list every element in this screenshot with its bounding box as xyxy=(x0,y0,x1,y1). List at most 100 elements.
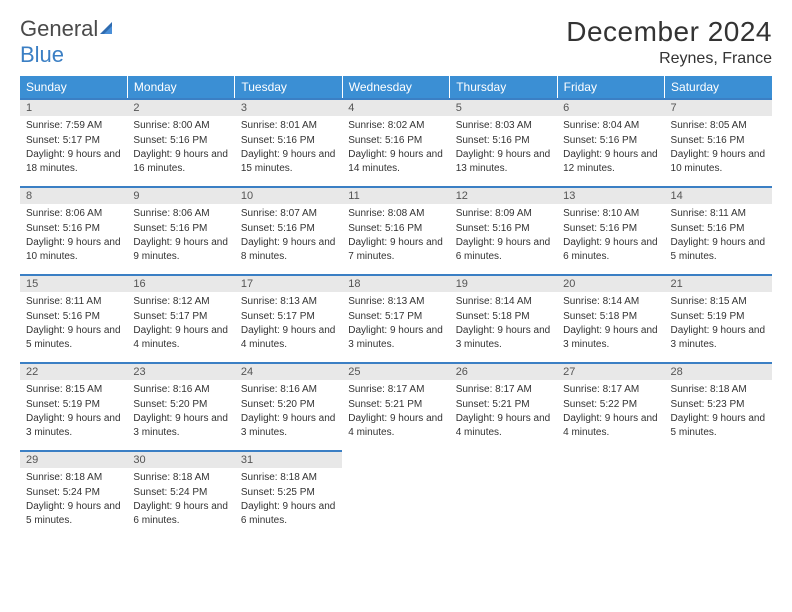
calendar-empty-cell xyxy=(665,451,772,539)
sunrise-line: Sunrise: 8:06 AM xyxy=(133,207,228,221)
calendar-day-cell: 15Sunrise: 8:11 AMSunset: 5:16 PMDayligh… xyxy=(20,275,127,363)
day-number: 9 xyxy=(127,188,234,204)
day-details: Sunrise: 8:11 AMSunset: 5:16 PMDaylight:… xyxy=(20,292,127,355)
day-number: 20 xyxy=(557,276,664,292)
day-number: 10 xyxy=(235,188,342,204)
sunset-line: Sunset: 5:17 PM xyxy=(26,134,121,148)
daylight-line: Daylight: 9 hours and 4 minutes. xyxy=(456,412,551,439)
calendar-empty-cell xyxy=(557,451,664,539)
day-number: 18 xyxy=(342,276,449,292)
day-details: Sunrise: 8:12 AMSunset: 5:17 PMDaylight:… xyxy=(127,292,234,355)
daylight-line: Daylight: 9 hours and 5 minutes. xyxy=(671,236,766,263)
calendar-day-cell: 10Sunrise: 8:07 AMSunset: 5:16 PMDayligh… xyxy=(235,187,342,275)
daylight-line: Daylight: 9 hours and 16 minutes. xyxy=(133,148,228,175)
sunrise-line: Sunrise: 8:10 AM xyxy=(563,207,658,221)
brand-text: GeneralBlue xyxy=(20,16,116,68)
day-details: Sunrise: 8:06 AMSunset: 5:16 PMDaylight:… xyxy=(127,204,234,267)
calendar-week-row: 1Sunrise: 7:59 AMSunset: 5:17 PMDaylight… xyxy=(20,99,772,187)
sunrise-line: Sunrise: 8:17 AM xyxy=(456,383,551,397)
calendar-week-row: 22Sunrise: 8:15 AMSunset: 5:19 PMDayligh… xyxy=(20,363,772,451)
daylight-line: Daylight: 9 hours and 4 minutes. xyxy=(241,324,336,351)
day-details: Sunrise: 8:08 AMSunset: 5:16 PMDaylight:… xyxy=(342,204,449,267)
calendar-day-cell: 7 Sunrise: 8:05 AMSunset: 5:16 PMDaylight… xyxy=(665,99,772,187)
calendar-day-cell: 12Sunrise: 8:09 AMSunset: 5:16 PMDayligh… xyxy=(450,187,557,275)
day-number: 24 xyxy=(235,364,342,380)
sunset-line: Sunset: 5:25 PM xyxy=(241,486,336,500)
daylight-line: Daylight: 9 hours and 4 minutes. xyxy=(133,324,228,351)
daylight-line: Daylight: 9 hours and 18 minutes. xyxy=(26,148,121,175)
day-number: 23 xyxy=(127,364,234,380)
day-details: Sunrise: 8:03 AMSunset: 5:16 PMDaylight:… xyxy=(450,116,557,179)
calendar-day-cell: 17Sunrise: 8:13 AMSunset: 5:17 PMDayligh… xyxy=(235,275,342,363)
day-details: Sunrise: 8:07 AMSunset: 5:16 PMDaylight:… xyxy=(235,204,342,267)
day-number: 14 xyxy=(665,188,772,204)
calendar-empty-cell xyxy=(450,451,557,539)
day-number: 27 xyxy=(557,364,664,380)
day-details: Sunrise: 8:16 AMSunset: 5:20 PMDaylight:… xyxy=(127,380,234,443)
weekday-row: SundayMondayTuesdayWednesdayThursdayFrid… xyxy=(20,76,772,99)
weekday-header: Friday xyxy=(557,76,664,99)
day-number: 8 xyxy=(20,188,127,204)
day-number: 15 xyxy=(20,276,127,292)
day-number: 16 xyxy=(127,276,234,292)
day-number: 28 xyxy=(665,364,772,380)
daylight-line: Daylight: 9 hours and 3 minutes. xyxy=(671,324,766,351)
calendar-empty-cell xyxy=(342,451,449,539)
day-number: 7 xyxy=(665,100,772,116)
calendar-day-cell: 18Sunrise: 8:13 AMSunset: 5:17 PMDayligh… xyxy=(342,275,449,363)
calendar-day-cell: 13Sunrise: 8:10 AMSunset: 5:16 PMDayligh… xyxy=(557,187,664,275)
day-number: 31 xyxy=(235,452,342,468)
sunrise-line: Sunrise: 8:04 AM xyxy=(563,119,658,133)
sunset-line: Sunset: 5:16 PM xyxy=(671,134,766,148)
day-number: 12 xyxy=(450,188,557,204)
sunrise-line: Sunrise: 8:16 AM xyxy=(241,383,336,397)
calendar-day-cell: 8Sunrise: 8:06 AMSunset: 5:16 PMDaylight… xyxy=(20,187,127,275)
calendar-day-cell: 5Sunrise: 8:03 AMSunset: 5:16 PMDaylight… xyxy=(450,99,557,187)
calendar-day-cell: 23Sunrise: 8:16 AMSunset: 5:20 PMDayligh… xyxy=(127,363,234,451)
day-number: 25 xyxy=(342,364,449,380)
sunrise-line: Sunrise: 8:07 AM xyxy=(241,207,336,221)
day-details: Sunrise: 8:18 AMSunset: 5:24 PMDaylight:… xyxy=(20,468,127,531)
calendar-day-cell: 30Sunrise: 8:18 AMSunset: 5:24 PMDayligh… xyxy=(127,451,234,539)
day-number: 6 xyxy=(557,100,664,116)
day-number: 3 xyxy=(235,100,342,116)
day-details: Sunrise: 8:15 AMSunset: 5:19 PMDaylight:… xyxy=(20,380,127,443)
sunset-line: Sunset: 5:20 PM xyxy=(241,398,336,412)
calendar-day-cell: 14Sunrise: 8:11 AMSunset: 5:16 PMDayligh… xyxy=(665,187,772,275)
day-details: Sunrise: 8:17 AMSunset: 5:21 PMDaylight:… xyxy=(342,380,449,443)
calendar-day-cell: 1Sunrise: 7:59 AMSunset: 5:17 PMDaylight… xyxy=(20,99,127,187)
sunset-line: Sunset: 5:16 PM xyxy=(133,222,228,236)
day-details: Sunrise: 8:16 AMSunset: 5:20 PMDaylight:… xyxy=(235,380,342,443)
calendar-day-cell: 4Sunrise: 8:02 AMSunset: 5:16 PMDaylight… xyxy=(342,99,449,187)
calendar-week-row: 29Sunrise: 8:18 AMSunset: 5:24 PMDayligh… xyxy=(20,451,772,539)
brand-part2: Blue xyxy=(20,42,64,67)
calendar-day-cell: 19Sunrise: 8:14 AMSunset: 5:18 PMDayligh… xyxy=(450,275,557,363)
sunrise-line: Sunrise: 8:13 AM xyxy=(348,295,443,309)
daylight-line: Daylight: 9 hours and 15 minutes. xyxy=(241,148,336,175)
day-number: 30 xyxy=(127,452,234,468)
daylight-line: Daylight: 9 hours and 3 minutes. xyxy=(133,412,228,439)
daylight-line: Daylight: 9 hours and 8 minutes. xyxy=(241,236,336,263)
sunset-line: Sunset: 5:21 PM xyxy=(456,398,551,412)
day-details: Sunrise: 8:06 AMSunset: 5:16 PMDaylight:… xyxy=(20,204,127,267)
daylight-line: Daylight: 9 hours and 3 minutes. xyxy=(348,324,443,351)
sunset-line: Sunset: 5:23 PM xyxy=(671,398,766,412)
calendar-day-cell: 22Sunrise: 8:15 AMSunset: 5:19 PMDayligh… xyxy=(20,363,127,451)
sunset-line: Sunset: 5:16 PM xyxy=(133,134,228,148)
sunrise-line: Sunrise: 8:05 AM xyxy=(671,119,766,133)
sunset-line: Sunset: 5:16 PM xyxy=(241,134,336,148)
calendar-day-cell: 27Sunrise: 8:17 AMSunset: 5:22 PMDayligh… xyxy=(557,363,664,451)
daylight-line: Daylight: 9 hours and 5 minutes. xyxy=(671,412,766,439)
sunrise-line: Sunrise: 8:03 AM xyxy=(456,119,551,133)
daylight-line: Daylight: 9 hours and 3 minutes. xyxy=(456,324,551,351)
sunset-line: Sunset: 5:16 PM xyxy=(456,134,551,148)
sunrise-line: Sunrise: 8:11 AM xyxy=(671,207,766,221)
weekday-header: Thursday xyxy=(450,76,557,99)
daylight-line: Daylight: 9 hours and 10 minutes. xyxy=(671,148,766,175)
sunrise-line: Sunrise: 8:15 AM xyxy=(671,295,766,309)
day-number: 13 xyxy=(557,188,664,204)
sunset-line: Sunset: 5:16 PM xyxy=(26,310,121,324)
day-details: Sunrise: 8:13 AMSunset: 5:17 PMDaylight:… xyxy=(342,292,449,355)
brand-part1: General xyxy=(20,16,98,41)
daylight-line: Daylight: 9 hours and 13 minutes. xyxy=(456,148,551,175)
